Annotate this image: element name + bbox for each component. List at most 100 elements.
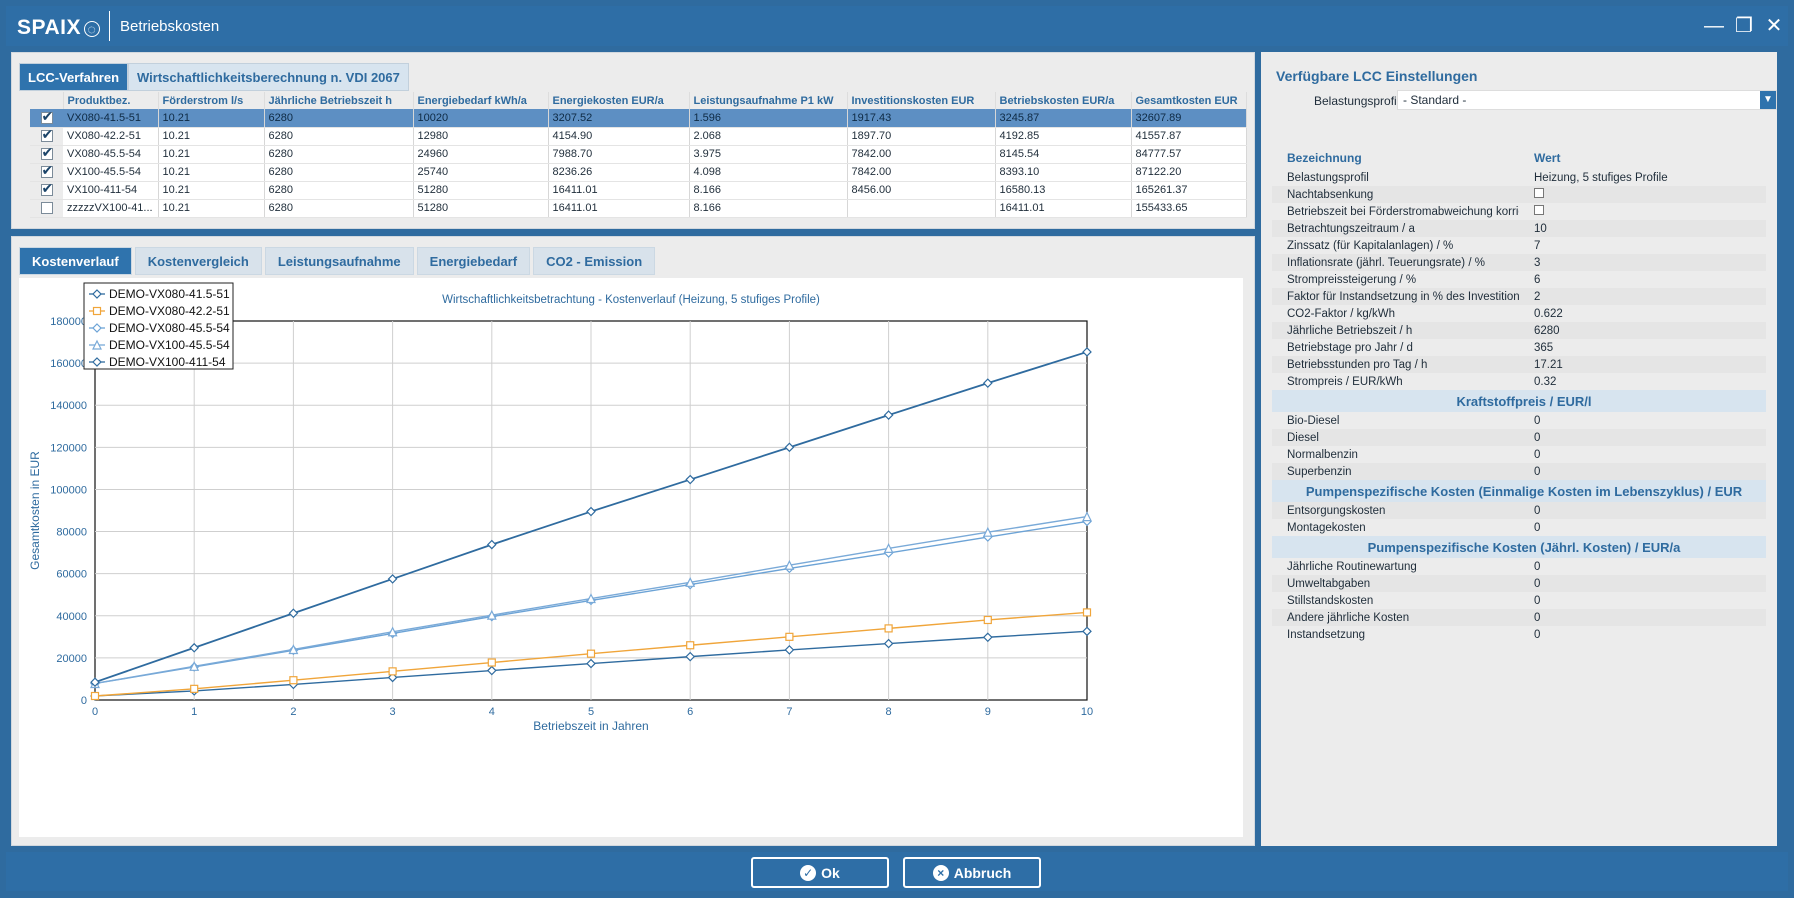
column-header[interactable]: Energiebedarf kWh/a xyxy=(413,92,549,109)
setting-value[interactable] xyxy=(1519,203,1766,220)
table-row[interactable]: zzzzzVX100-41... 10.21 6280 51280 16411.01 8.… xyxy=(30,199,1247,218)
table-row[interactable]: VX100-45.5-5410.216280257408236.264.0987… xyxy=(30,163,1247,182)
setting-row[interactable]: Entsorgungskosten 0 xyxy=(1272,502,1766,519)
table-cell xyxy=(847,199,996,218)
setting-row[interactable]: Normalbenzin 0 xyxy=(1272,446,1766,463)
setting-row[interactable]: Betriebstage pro Jahr / d 365 xyxy=(1272,339,1766,356)
setting-value[interactable]: 6280 xyxy=(1519,322,1766,339)
setting-value[interactable]: 0.32 xyxy=(1534,375,1557,388)
setting-value[interactable]: 3 xyxy=(1519,254,1766,271)
row-checkbox[interactable] xyxy=(40,145,53,161)
tab-leistungsaufnahme[interactable]: Leistungsaufnahme xyxy=(264,247,414,275)
row-checkbox[interactable] xyxy=(40,109,53,125)
table-cell: 10.21 xyxy=(158,127,265,146)
setting-row[interactable]: Diesel 0 xyxy=(1272,429,1766,446)
setting-checkbox[interactable] xyxy=(1534,205,1544,215)
tab-kostenvergleich[interactable]: Kostenvergleich xyxy=(134,247,262,275)
data-point xyxy=(1082,511,1092,522)
setting-value[interactable]: 7 xyxy=(1534,239,1541,252)
setting-checkbox[interactable] xyxy=(1534,188,1544,198)
tab-lcc-verfahren[interactable]: LCC-Verfahren xyxy=(19,63,129,91)
setting-value[interactable]: 0.622 xyxy=(1534,307,1563,320)
close-icon[interactable]: ✕ xyxy=(1765,15,1783,37)
column-header[interactable]: Förderstrom l/s xyxy=(158,92,265,109)
setting-value[interactable]: 0 xyxy=(1534,594,1541,607)
tab-kostenverlauf[interactable]: Kostenverlauf xyxy=(19,247,132,275)
row-checkbox[interactable] xyxy=(40,127,53,143)
setting-row[interactable]: Nachtabsenkung xyxy=(1272,186,1766,203)
setting-value[interactable]: 365 xyxy=(1534,341,1554,354)
setting-value[interactable]: 10 xyxy=(1519,220,1766,237)
row-checkbox-cell[interactable] xyxy=(30,199,63,218)
table-row[interactable]: VX080-42.2-5110.216280129804154.902.0681… xyxy=(30,127,1247,146)
setting-value[interactable]: 0 xyxy=(1519,609,1766,626)
table-row[interactable]: VX080-45.5-5410.216280249607988.703.9757… xyxy=(30,145,1247,164)
setting-row[interactable]: Betrachtungszeitraum / a 10 xyxy=(1272,220,1766,237)
setting-row[interactable]: Stillstandskosten 0 xyxy=(1272,592,1766,609)
setting-row[interactable]: Inflationsrate (jährl. Teuerungsrate) / … xyxy=(1272,254,1766,271)
row-checkbox-cell[interactable] xyxy=(30,109,63,128)
table-row[interactable]: VX080-41.5-5110.216280100203207.521.5961… xyxy=(30,109,1247,128)
restore-icon[interactable]: ❐ xyxy=(1735,15,1753,37)
row-checkbox[interactable] xyxy=(40,181,53,197)
setting-value[interactable]: 0 xyxy=(1534,448,1541,461)
setting-row[interactable]: Bio-Diesel 0 xyxy=(1272,412,1766,429)
setting-row[interactable]: Betriebszeit bei Förderstromabweichung k… xyxy=(1272,203,1766,220)
setting-row[interactable]: Faktor für Instandsetzung in % des Inves… xyxy=(1272,288,1766,305)
setting-row[interactable]: CO2-Faktor / kg/kWh 0.622 xyxy=(1272,305,1766,322)
row-checkbox-cell[interactable] xyxy=(30,181,63,200)
setting-value[interactable]: 2 xyxy=(1519,288,1766,305)
setting-value[interactable]: 0 xyxy=(1534,628,1541,641)
row-checkbox-cell[interactable] xyxy=(30,145,63,164)
data-point xyxy=(387,672,398,683)
row-checkbox[interactable] xyxy=(40,202,53,215)
tab-vdi-2067[interactable]: Wirtschaftlichkeitsberechnung n. VDI 206… xyxy=(128,63,409,91)
chevron-down-icon[interactable]: ▼ xyxy=(1760,91,1776,109)
tab-co2-emission[interactable]: CO2 - Emission xyxy=(533,247,656,275)
setting-row[interactable]: Instandsetzung 0 xyxy=(1272,626,1766,643)
column-header[interactable]: Betriebskosten EUR/a xyxy=(995,92,1132,109)
setting-row[interactable]: Jährliche Routinewartung 0 xyxy=(1272,558,1766,575)
setting-value[interactable]: 0 xyxy=(1519,575,1766,592)
column-header[interactable]: Investitionskosten EUR xyxy=(847,92,996,109)
setting-value[interactable]: 0 xyxy=(1519,502,1766,519)
setting-row[interactable]: Strompreissteigerung / % 6 xyxy=(1272,271,1766,288)
table-cell: 4.098 xyxy=(689,163,848,182)
table-cell: 8393.10 xyxy=(995,163,1132,182)
column-header[interactable]: Leistungsaufnahme P1 kW xyxy=(689,92,848,109)
cancel-button[interactable]: × Abbruch xyxy=(903,857,1041,888)
ok-button[interactable]: ✓ Ok xyxy=(751,857,889,888)
setting-label: Belastungsprofil xyxy=(1287,171,1369,184)
column-header[interactable]: Gesamtkosten EUR xyxy=(1131,92,1247,109)
setting-value[interactable]: 0 xyxy=(1534,560,1541,573)
setting-value[interactable]: Heizung, 5 stufiges Profile xyxy=(1534,171,1668,184)
setting-value[interactable] xyxy=(1519,186,1766,203)
setting-row[interactable]: Betriebsstunden pro Tag / h 17.21 xyxy=(1272,356,1766,373)
setting-row[interactable]: Superbenzin 0 xyxy=(1272,463,1766,480)
column-header[interactable]: Energiekosten EUR/a xyxy=(548,92,690,109)
tab-energiebedarf[interactable]: Energiebedarf xyxy=(416,247,531,275)
row-checkbox-cell[interactable] xyxy=(30,163,63,182)
setting-value[interactable]: 0 xyxy=(1519,463,1766,480)
column-header[interactable]: Produktbez. xyxy=(63,92,159,109)
profile-select[interactable]: - Standard - ▼ xyxy=(1397,90,1777,110)
setting-value[interactable]: 0 xyxy=(1534,521,1541,534)
setting-row[interactable]: Andere jährliche Kosten 0 xyxy=(1272,609,1766,626)
table-cell: 1.596 xyxy=(689,109,848,128)
setting-value[interactable]: 0 xyxy=(1519,429,1766,446)
minimize-icon[interactable]: — xyxy=(1704,15,1724,37)
setting-row[interactable]: Jährliche Betriebszeit / h 6280 xyxy=(1272,322,1766,339)
setting-row[interactable]: Umweltabgaben 0 xyxy=(1272,575,1766,592)
table-row[interactable]: VX100-411-5410.2162805128016411.018.1668… xyxy=(30,181,1247,200)
column-header[interactable]: Jährliche Betriebszeit h xyxy=(264,92,414,109)
setting-value[interactable]: 6 xyxy=(1534,273,1541,286)
setting-row[interactable]: Montagekosten 0 xyxy=(1272,519,1766,536)
setting-row[interactable]: Belastungsprofil Heizung, 5 stufiges Prof… xyxy=(1272,169,1766,186)
row-checkbox-cell[interactable] xyxy=(30,127,63,146)
data-point xyxy=(1082,626,1092,637)
setting-value[interactable]: 0 xyxy=(1534,414,1541,427)
setting-row[interactable]: Zinssatz (für Kapitalanlagen) / % 7 xyxy=(1272,237,1766,254)
row-checkbox[interactable] xyxy=(40,163,53,179)
setting-row[interactable]: Strompreis / EUR/kWh 0.32 xyxy=(1272,373,1766,390)
setting-value[interactable]: 17.21 xyxy=(1519,356,1766,373)
